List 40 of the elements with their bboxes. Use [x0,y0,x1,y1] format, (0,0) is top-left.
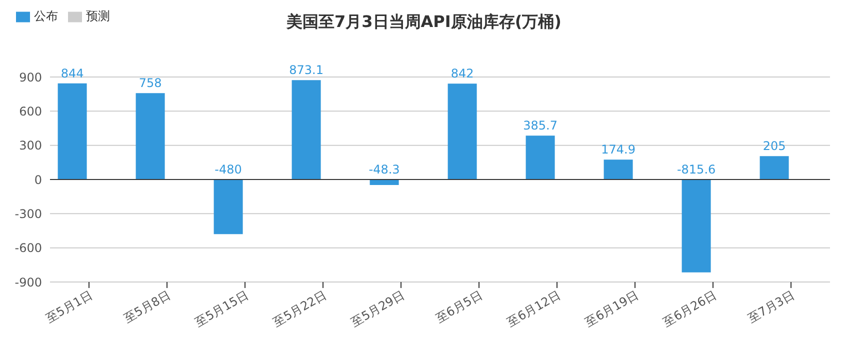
y-tick-label: -600 [14,241,42,256]
x-tick-label: 至6月26日 [660,288,719,330]
bar [526,136,555,180]
legend-label: 公布 [34,9,58,23]
x-tick-label: 至5月8日 [121,288,173,326]
x-tick-label: 至5月22日 [270,288,329,330]
bar [370,180,399,185]
y-tick-label: 300 [19,138,42,153]
y-tick-label: -300 [14,206,42,221]
data-label: 205 [762,139,786,154]
y-tick-label: 0 [34,172,42,187]
data-label: -480 [214,162,242,176]
data-label: 174.9 [601,142,636,157]
bar [448,84,477,180]
bar [292,80,321,180]
x-tick-label: 至5月1日 [43,288,95,326]
bar [682,180,711,272]
data-label: -815.6 [676,162,716,176]
bar [214,180,243,234]
chart-title: 美国至7月3日当周API原油库存(万桶) [286,12,562,31]
bar [604,160,633,180]
y-tick-label: 900 [19,70,42,84]
x-tick-label: 至5月15日 [192,288,251,330]
data-label: 758 [138,76,162,90]
x-tick-label: 至5月29日 [348,288,407,330]
x-tick-label: 至7月3日 [745,288,797,326]
x-tick-label: 至6月19日 [582,288,641,330]
data-label: 873.1 [289,63,324,78]
bar [58,83,87,180]
y-tick-label: 600 [19,104,42,118]
bar [136,93,165,180]
bar [760,156,789,180]
x-tick-label: 至6月12日 [504,288,563,330]
data-label: -48.3 [368,162,400,176]
data-label: 385.7 [523,118,558,133]
data-label: 844 [60,66,84,80]
legend-label: 预测 [86,9,110,23]
y-tick-label: -900 [14,275,42,290]
data-label: 842 [450,66,474,81]
x-tick-label: 至6月5日 [433,288,485,326]
